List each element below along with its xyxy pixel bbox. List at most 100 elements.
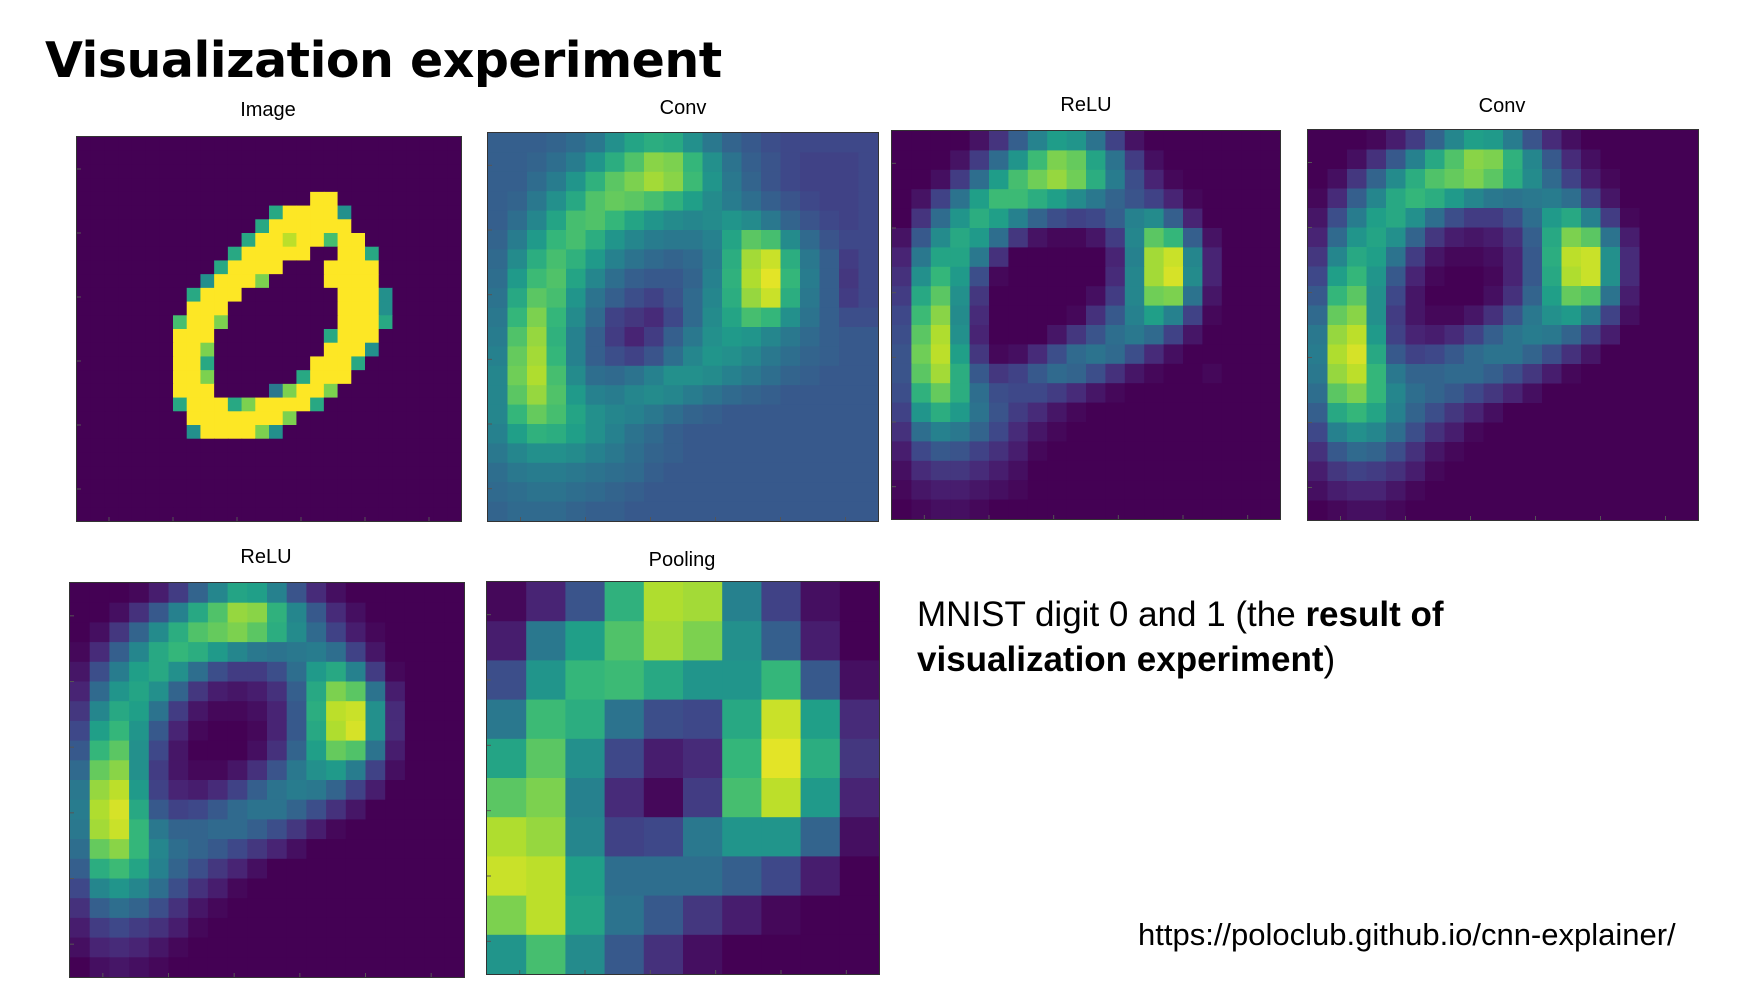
- heatmap-cell: [70, 819, 91, 840]
- heatmap-cell: [487, 895, 527, 936]
- heatmap-cell: [1386, 149, 1407, 170]
- heatmap-cell: [1086, 383, 1106, 404]
- heatmap-cell: [1105, 480, 1126, 501]
- heatmap-cell: [306, 740, 327, 761]
- heatmap-cell: [247, 917, 268, 939]
- heatmap-cell: [351, 356, 366, 371]
- heatmap-cell: [227, 164, 243, 179]
- heatmap-cell: [433, 370, 448, 385]
- heatmap-cell: [345, 898, 367, 919]
- heatmap-cell: [702, 404, 723, 425]
- heatmap-cell: [173, 383, 188, 399]
- heatmap-cell: [546, 191, 567, 212]
- heatmap-cell: [1600, 481, 1621, 502]
- heatmap-cell: [605, 346, 626, 367]
- heatmap-cell: [90, 219, 106, 234]
- heatmap-cell: [118, 287, 133, 303]
- heatmap-cell: [200, 137, 215, 152]
- heatmap-cell: [566, 268, 587, 289]
- heatmap-cell: [392, 315, 407, 330]
- heatmap-cell: [839, 934, 879, 974]
- heatmap-cell: [378, 178, 394, 193]
- heatmap-cell: [214, 150, 229, 166]
- heatmap-cell: [1561, 325, 1582, 346]
- heatmap-cell: [1347, 188, 1368, 209]
- heatmap-cell: [392, 383, 407, 399]
- heatmap-cell: [780, 443, 801, 464]
- heatmap-cell: [378, 493, 394, 508]
- heatmap-cell: [1678, 247, 1698, 268]
- heatmap-cell: [406, 329, 421, 344]
- heatmap-cell: [624, 210, 645, 231]
- heatmap-cell: [129, 740, 150, 761]
- heatmap-cell: [683, 152, 704, 173]
- heatmap-cell: [1124, 480, 1145, 501]
- heatmap-cell: [148, 760, 170, 781]
- heatmap-cell: [488, 482, 509, 503]
- heatmap-cell: [109, 583, 130, 604]
- heatmap-cell: [761, 133, 782, 153]
- heatmap-cell: [761, 934, 802, 974]
- heatmap-cell: [892, 499, 912, 519]
- heatmap-cell: [378, 356, 394, 371]
- heatmap-cell: [1027, 480, 1048, 501]
- heatmap-cell: [780, 152, 801, 173]
- heatmap-cell: [1221, 247, 1242, 268]
- heatmap-cell: [1659, 286, 1680, 307]
- heatmap-cell: [447, 219, 461, 234]
- panel-label: Conv: [659, 97, 707, 119]
- heatmap-cell: [269, 383, 284, 399]
- heatmap-cell: [77, 438, 92, 454]
- heatmap-cell: [819, 424, 840, 444]
- heatmap-cell: [404, 661, 426, 683]
- heatmap-cell: [406, 411, 421, 426]
- heatmap-cell: [351, 397, 366, 412]
- heatmap-cell: [1047, 286, 1068, 307]
- heatmap-cell: [118, 356, 133, 371]
- heatmap-cell: [1366, 188, 1387, 209]
- heatmap-cell: [214, 260, 229, 275]
- heatmap-cell: [351, 164, 366, 179]
- heatmap-cell: [800, 895, 841, 936]
- heatmap-cell: [1086, 208, 1106, 229]
- heatmap-cell: [800, 482, 821, 503]
- heatmap-cell: [351, 411, 366, 426]
- heatmap-cell: [839, 307, 860, 328]
- heatmap-cell: [989, 344, 1009, 365]
- heatmap-cell: [337, 233, 352, 248]
- heatmap-cell: [392, 205, 407, 220]
- heatmap-cell: [433, 356, 448, 371]
- heatmap-cell: [800, 230, 821, 250]
- heatmap-cell: [1464, 383, 1485, 404]
- heatmap-cell: [1444, 442, 1465, 463]
- heatmap-cell: [663, 152, 684, 173]
- heatmap-cell: [585, 152, 606, 173]
- heatmap-cell: [378, 287, 394, 303]
- heatmap-cell: [345, 720, 367, 742]
- heatmap-cell: [1008, 169, 1029, 190]
- heatmap-cell: [1600, 149, 1621, 170]
- heatmap-cell: [1620, 403, 1641, 424]
- heatmap-cell: [1542, 247, 1563, 268]
- heatmap-cell: [527, 462, 548, 483]
- heatmap-cell: [118, 246, 133, 262]
- heatmap-cell: [507, 249, 528, 270]
- heatmap-cell: [839, 327, 860, 347]
- heatmap-cell: [227, 411, 243, 426]
- heatmap-cell: [241, 150, 256, 166]
- heatmap-cell: [780, 133, 801, 153]
- heatmap-cell: [1366, 325, 1387, 346]
- heatmap-cell: [77, 507, 92, 521]
- heatmap-cell: [104, 342, 119, 358]
- heatmap-cell: [527, 171, 548, 192]
- heatmap-cell: [173, 287, 188, 303]
- heatmap-cell: [819, 385, 840, 406]
- heatmap-cell: [241, 397, 256, 412]
- heatmap-cell: [1347, 500, 1368, 520]
- heatmap-cell: [145, 233, 160, 248]
- heatmap-cell: [969, 189, 990, 210]
- heatmap-cell: [1163, 363, 1184, 384]
- heatmap-cell: [702, 210, 723, 231]
- heatmap-cell: [131, 178, 147, 193]
- heatmap-cell: [323, 246, 339, 262]
